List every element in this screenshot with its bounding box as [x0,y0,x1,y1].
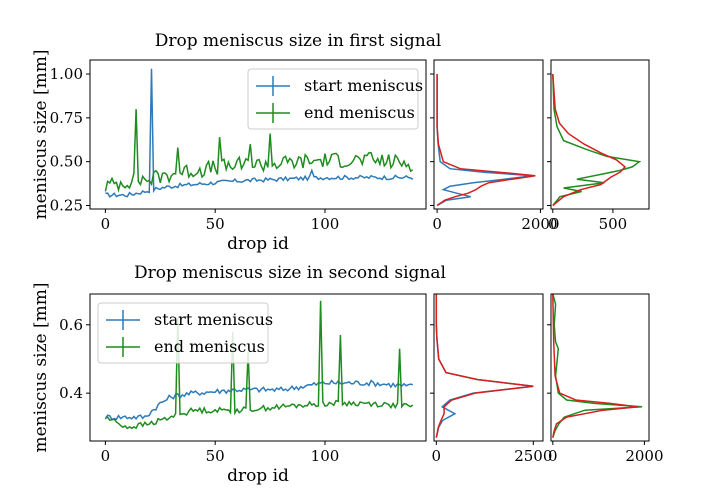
series-line-start [105,68,414,198]
density-curve-end [552,293,643,438]
y-axis-label: meniscus size [mm] [31,283,51,453]
y-tick-label: 0.6 [59,316,83,334]
legend-label: end meniscus [154,337,265,356]
x-tick-label: 2000 [521,215,559,233]
x-tick-label: 100 [311,215,340,233]
density-curve-fit [552,73,627,207]
side-axes-frame [550,293,650,442]
series-line-end [105,300,414,430]
y-tick-label: 0.50 [50,153,83,171]
x-tick-label: 50 [206,447,225,465]
side-axes-frame [550,59,650,210]
side-axes-frame [433,59,544,210]
legend-label: start meniscus [304,76,423,95]
legend-label: start meniscus [154,310,273,329]
x-axis-label: drop id [227,234,289,254]
y-tick-label: 1.00 [50,65,83,83]
histogram-curve-start [436,74,533,207]
x-tick-label: 0 [101,447,111,465]
x-tick-label: 0 [432,447,442,465]
x-axis-label: drop id [227,466,289,486]
legend-label: end meniscus [304,103,415,122]
histogram-fit-curve [436,74,536,207]
main-axes-frame [89,59,427,210]
chart-title: Drop meniscus size in second signal [134,263,446,283]
density-curve-end [552,73,642,206]
legend-box [247,68,419,130]
x-tick-label: 0 [548,447,558,465]
series-line-start [104,379,413,421]
x-tick-label: 50 [206,215,225,233]
y-axis-label: meniscus size [mm] [31,50,51,220]
legend-box [97,302,269,364]
density-curve-fit [552,293,638,438]
histogram-curve-start [435,294,534,438]
series-line-end [104,109,414,193]
y-tick-label: 0.4 [59,384,83,402]
histogram-fit-curve [435,294,534,438]
x-tick-label: 100 [311,447,340,465]
main-axes-frame [89,293,427,442]
x-tick-label: 2500 [514,447,552,465]
x-tick-label: 0 [548,215,558,233]
x-tick-label: 2000 [625,447,663,465]
x-tick-label: 0 [101,215,111,233]
x-tick-label: 500 [599,215,628,233]
side-axes-frame [433,293,544,442]
y-tick-label: 0.25 [50,196,83,214]
x-tick-label: 0 [432,215,442,233]
y-tick-label: 0.75 [50,109,83,127]
chart-title: Drop meniscus size in first signal [155,31,442,51]
